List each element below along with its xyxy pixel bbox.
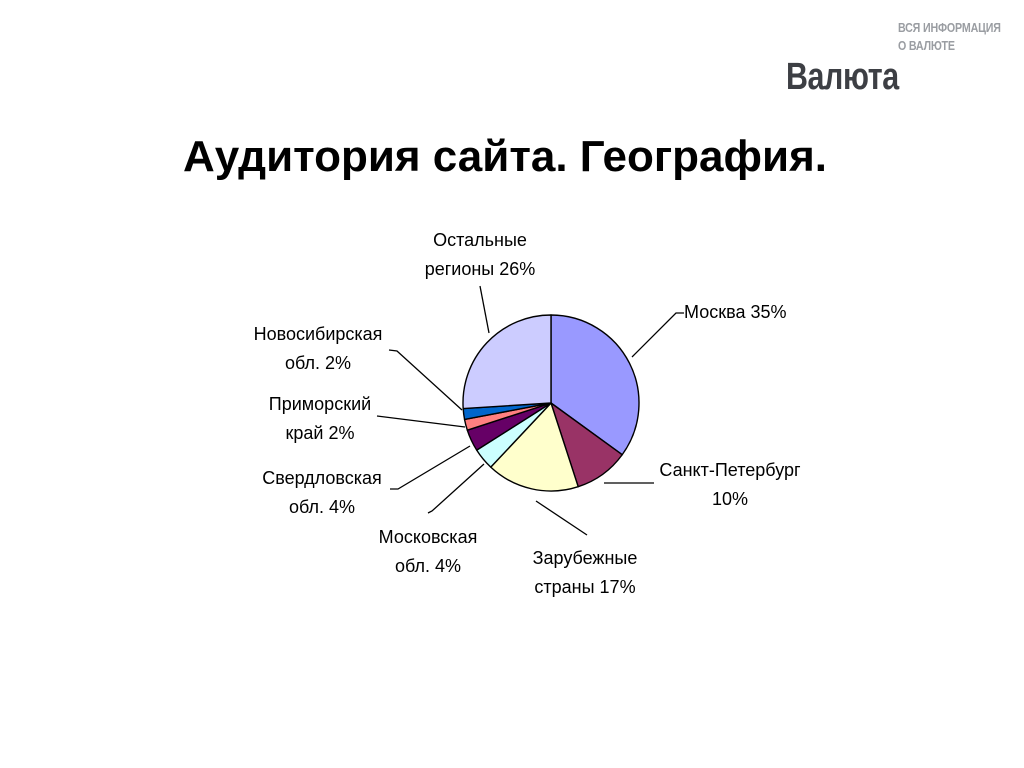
- pie-slice-остальные-регионы: [462, 314, 552, 410]
- leader-line-новосибирская-обл: [388, 349, 463, 411]
- slice-label-москва: Москва 35%: [684, 302, 786, 322]
- leader-line-москва: [631, 312, 684, 358]
- slice-label-приморский-край: Приморский край 2%: [269, 394, 371, 443]
- slice-label-зарубежные-страны: Зарубежные страны 17%: [533, 548, 638, 597]
- leader-line-остальные-регионы: [479, 285, 490, 334]
- pie-slice-москва: [550, 314, 640, 456]
- slice-label-московская-обл: Московская обл. 4%: [379, 527, 478, 576]
- pie-slices: [462, 314, 640, 492]
- brand-logo: ВСЯ ИНФОРМАЦИЯ О ВАЛЮТЕ Валюта: [786, 18, 1006, 98]
- slice-labels: Москва 35% Санкт-Петербург 10% Зарубежные ст…: [254, 230, 801, 597]
- slice-label-санкт-петербург: Санкт-Петербург 10%: [659, 460, 801, 509]
- pie-slice-зарубежные-страны: [490, 402, 579, 492]
- leader-line-свердловская-обл: [390, 445, 471, 490]
- logo-tagline-line-2: О ВАЛЮТЕ: [898, 38, 955, 53]
- leader-line-московская-обл: [427, 463, 485, 514]
- slice-label-остальные-регионы: Остальные регионы 26%: [425, 230, 536, 279]
- leader-line-приморский-край: [376, 415, 466, 428]
- logo-tagline-line-1: ВСЯ ИНФОРМАЦИЯ: [898, 20, 1001, 35]
- slide-title: Аудитория сайта. География.: [183, 132, 827, 181]
- slice-label-свердловская-обл: Свердловская обл. 4%: [262, 468, 382, 517]
- slice-label-новосибирская-обл: Новосибирская обл. 2%: [254, 324, 383, 373]
- logo-wordmark: Валюта: [786, 56, 899, 98]
- leader-lines: [376, 285, 684, 536]
- leader-line-зарубежные-страны: [535, 500, 588, 536]
